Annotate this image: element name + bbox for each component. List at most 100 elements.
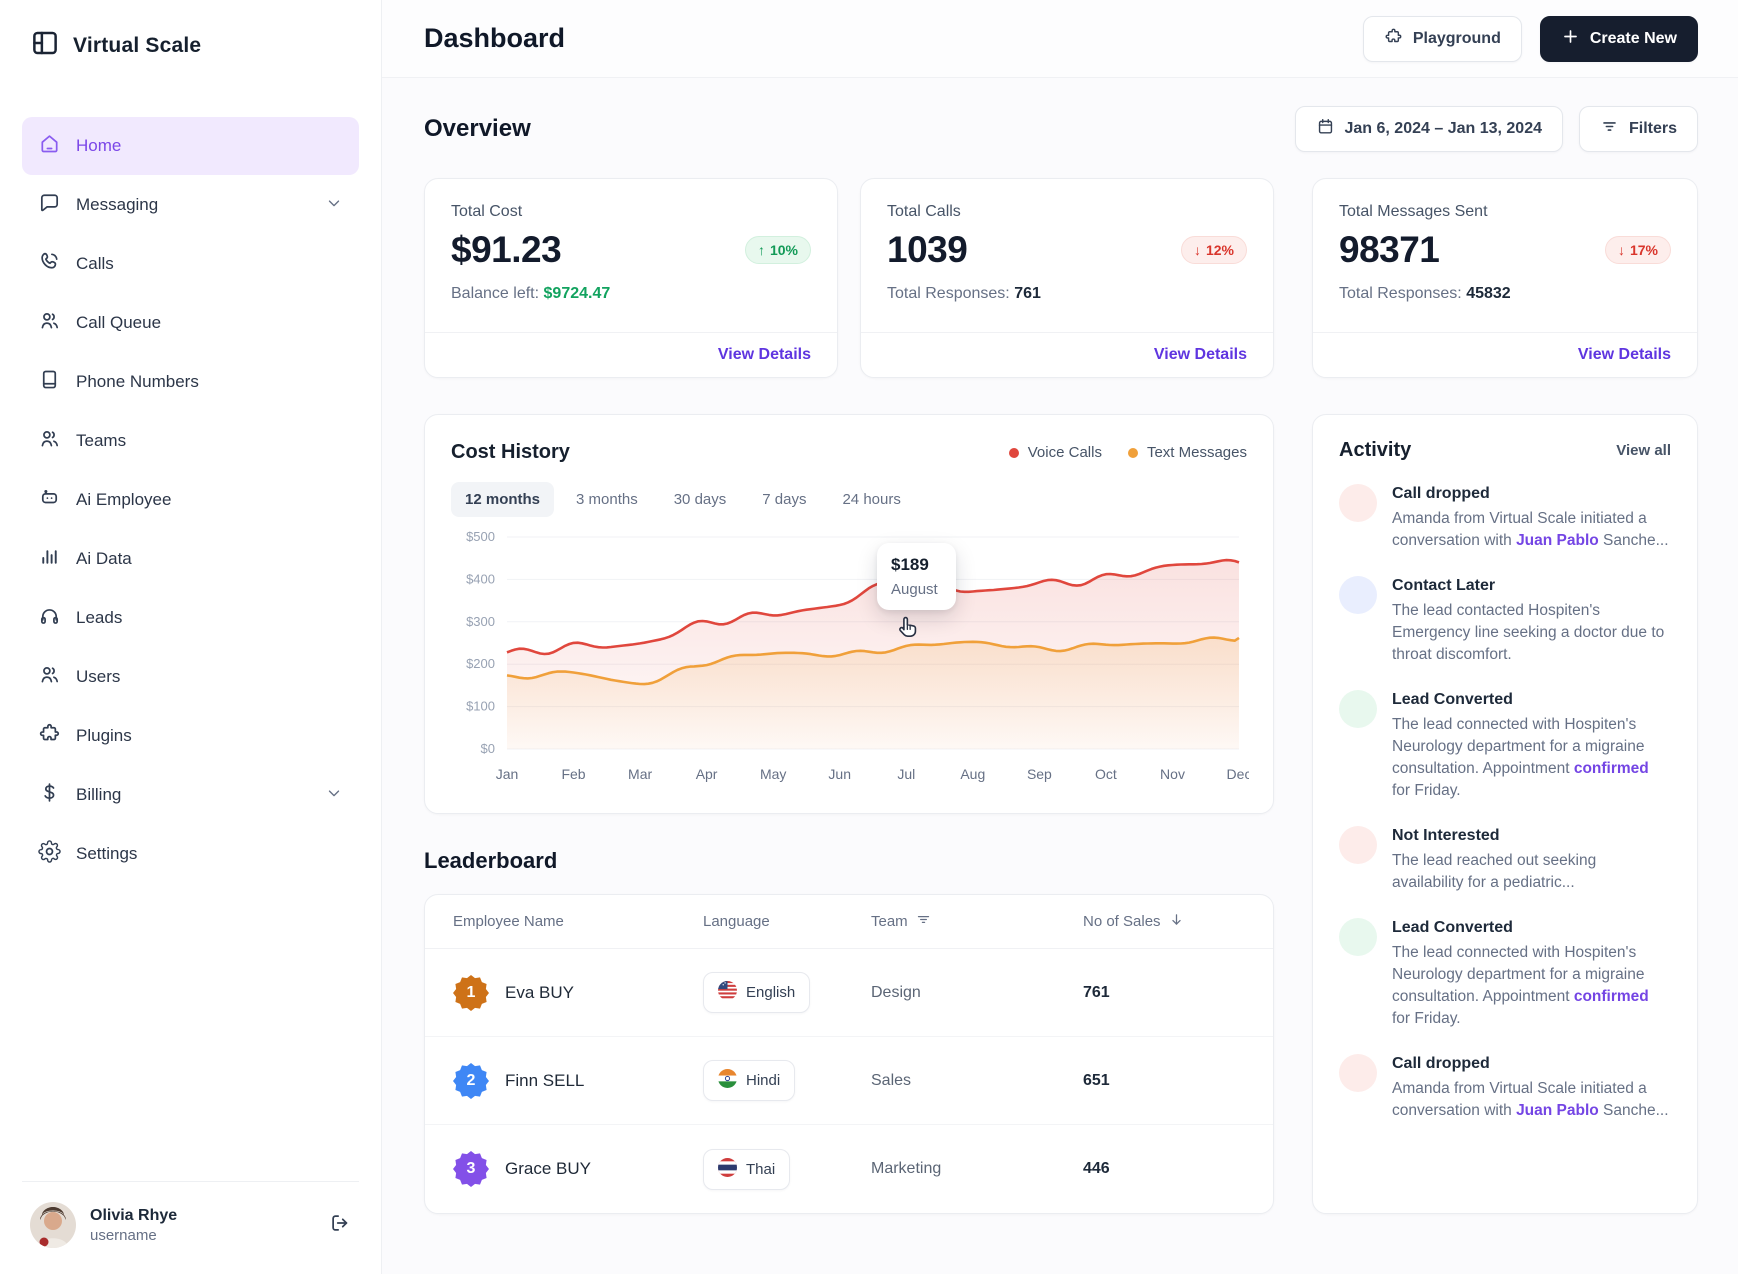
sidebar-item-leads[interactable]: Leads	[22, 589, 359, 647]
sidebar-item-plugins[interactable]: Plugins	[22, 707, 359, 765]
activity-item-title: Lead Converted	[1392, 691, 1513, 708]
chart-legend: Voice Calls Text Messages	[1008, 444, 1247, 461]
activity-item-title: Not Interested	[1392, 827, 1500, 844]
sidebar-item-billing[interactable]: Billing	[22, 766, 359, 824]
sidebar-item-users[interactable]: Users	[22, 648, 359, 706]
us-flag-icon	[718, 981, 737, 1004]
chart-title: Cost History	[451, 441, 570, 463]
sales-cell: 761	[1083, 983, 1110, 1001]
activity-item-lead-converted[interactable]: Lead Converted The lead connected with H…	[1339, 918, 1671, 1030]
table-row[interactable]: 3 Grace BUY Thai Marketing 446	[425, 1125, 1273, 1213]
playground-button[interactable]: Playground	[1362, 15, 1522, 62]
sidebar-item-ai-data[interactable]: Ai Data	[22, 530, 359, 588]
sidebar-item-calls[interactable]: Calls	[22, 235, 359, 293]
bar-chart-icon	[38, 545, 61, 573]
language-pill: English	[703, 972, 811, 1013]
activity-item-call-dropped[interactable]: Call dropped Amanda from Virtual Scale i…	[1339, 1054, 1671, 1122]
logout-icon[interactable]	[329, 1212, 351, 1239]
stat-card-total-calls: Total Calls 1039 ↓ 12% Total Responses: …	[860, 178, 1274, 378]
activity-item-lead-converted[interactable]: Lead Converted The lead connected with H…	[1339, 690, 1671, 802]
chevron-down-icon[interactable]	[325, 194, 343, 217]
star-icon	[1339, 690, 1377, 728]
sidebar-item-messaging[interactable]: Messaging	[22, 176, 359, 234]
cursor-icon	[895, 613, 921, 646]
stat-sub-label: Total Responses:	[887, 285, 1010, 302]
brand-logo-icon	[30, 28, 60, 63]
activity-item-title: Call dropped	[1392, 485, 1490, 502]
sidebar-item-label: Home	[76, 136, 122, 155]
stat-label: Total Calls	[887, 203, 961, 220]
cost-history-chart[interactable]: $0 $100 $200 $300 $400 $500 Jan Feb Mar Apr May Ju…	[451, 523, 1251, 796]
tooltip-label: August	[891, 581, 938, 598]
avatar	[30, 1202, 76, 1248]
team-filter-icon[interactable]	[915, 911, 932, 932]
filters-button[interactable]: Filters	[1578, 106, 1698, 152]
sidebar-item-home[interactable]: Home	[22, 117, 359, 175]
chart-tooltip: $189 August	[877, 543, 956, 610]
svg-text:Dec: Dec	[1227, 766, 1249, 782]
leaderboard-header-row: Employee Name Language Team No of Sales	[425, 895, 1273, 949]
home-icon	[38, 132, 61, 160]
activity-item-text: The lead connected with Hospiten's Neuro…	[1392, 944, 1649, 1027]
language-pill: Thai	[703, 1148, 791, 1190]
table-row[interactable]: 1 Eva BUY English Design 761	[425, 949, 1273, 1037]
activity-item-title: Contact Later	[1392, 577, 1496, 594]
sidebar-item-label: Leads	[76, 608, 123, 627]
sidebar-item-call-queue[interactable]: Call Queue	[22, 294, 359, 352]
stat-label: Total Cost	[451, 203, 523, 220]
chevron-down-icon[interactable]	[325, 784, 343, 807]
sidebar-item-settings[interactable]: Settings	[22, 825, 359, 883]
sidebar-item-ai-employee[interactable]: Ai Employee	[22, 471, 359, 529]
sales-sort-icon[interactable]	[1168, 911, 1185, 932]
tooltip-value: $189	[891, 555, 929, 574]
sidebar-item-label: Settings	[76, 844, 138, 863]
activity-item-not-interested[interactable]: Not Interested The lead reached out seek…	[1339, 826, 1671, 894]
date-range-button[interactable]: Jan 6, 2024 – Jan 13, 2024	[1294, 106, 1563, 152]
users-icon	[38, 309, 61, 337]
stat-card-total-cost: Total Cost $91.23 ↑ 10% Balance left: $9…	[424, 178, 838, 378]
sidebar-item-label: Billing	[76, 785, 122, 804]
svg-text:May: May	[760, 766, 786, 782]
activity-item-title: Lead Converted	[1392, 919, 1513, 936]
activity-item-call-dropped[interactable]: Call dropped Amanda from Virtual Scale i…	[1339, 484, 1671, 552]
table-row[interactable]: 2 Finn SELL Hindi Sales 651	[425, 1037, 1273, 1125]
activity-item-text: The lead connected with Hospiten's Neuro…	[1392, 716, 1649, 799]
headphones-icon	[38, 604, 61, 632]
sidebar: Virtual Scale Home Messaging Calls Call Que…	[0, 0, 382, 1274]
user-card[interactable]: Olivia Rhye username	[22, 1181, 359, 1274]
rank-badge: 1	[453, 974, 489, 1011]
view-details-link[interactable]: View Details	[717, 346, 811, 363]
thumbs-down-icon	[1339, 826, 1377, 864]
activity-view-all-link[interactable]: View all	[1616, 442, 1671, 459]
activity-item-text: The lead reached out seeking availabilit…	[1392, 852, 1597, 891]
sidebar-item-phone-numbers[interactable]: Phone Numbers	[22, 353, 359, 411]
chart-tab-12-months[interactable]: 12 months	[451, 482, 555, 517]
dollar-icon	[38, 781, 61, 809]
legend-item: Text Messages	[1127, 444, 1247, 461]
employee-name: Grace BUY	[505, 1159, 591, 1178]
stat-sub-label: Balance left:	[451, 285, 540, 302]
chart-tab-7-days[interactable]: 7 days	[762, 491, 807, 508]
phone-icon	[38, 250, 61, 278]
user-role: username	[90, 1226, 157, 1244]
chart-tab-24-hours[interactable]: 24 hours	[842, 491, 901, 508]
activity-card: Activity View all Call dropped Amanda fr…	[1312, 414, 1698, 1214]
notebook-icon	[38, 368, 61, 396]
chart-tab-30-days[interactable]: 30 days	[673, 491, 727, 508]
svg-text:Sep: Sep	[1027, 766, 1052, 782]
arrow-down-icon: ↓	[1193, 242, 1201, 258]
chart-tab-3-months[interactable]: 3 months	[576, 491, 638, 508]
column-header: Team	[871, 911, 1083, 932]
create-new-button[interactable]: Create New	[1539, 15, 1698, 62]
sidebar-nav: Home Messaging Calls Call Queue Phone Number…	[22, 117, 359, 884]
view-details-link[interactable]: View Details	[1577, 346, 1671, 363]
stat-sub-value: 45832	[1466, 285, 1511, 302]
view-details-link[interactable]: View Details	[1153, 346, 1247, 363]
sidebar-item-teams[interactable]: Teams	[22, 412, 359, 470]
sidebar-item-label: Users	[76, 667, 121, 686]
robot-icon	[38, 486, 61, 514]
activity-item-contact-later[interactable]: Contact Later The lead contacted Hospite…	[1339, 576, 1671, 666]
user-name: Olivia Rhye	[90, 1206, 178, 1224]
svg-text:$0: $0	[481, 741, 495, 756]
